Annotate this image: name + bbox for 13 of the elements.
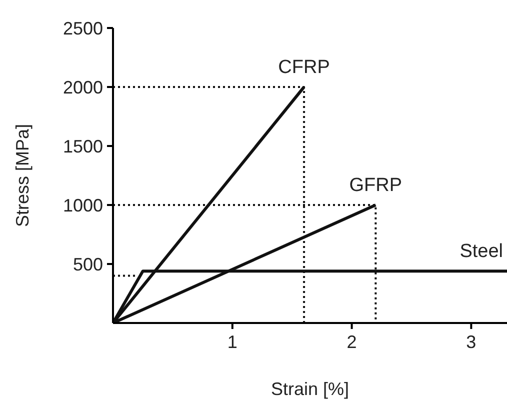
- y-tick-label: 2000: [62, 77, 103, 98]
- series-label: Steel: [460, 241, 503, 262]
- series-label: GFRP: [349, 175, 402, 196]
- y-axis-title: Stress [MPa]: [12, 124, 32, 228]
- x-tick-label: 2: [346, 332, 357, 352]
- x-tick-label: 3: [466, 332, 476, 352]
- y-tick-label: 2500: [62, 18, 103, 38]
- x-tick-label: 1: [227, 332, 238, 352]
- series-label: CFRP: [278, 57, 330, 78]
- y-tick-label: 1500: [62, 136, 103, 156]
- x-axis-title: Strain [%]: [270, 379, 350, 399]
- y-tick-label: 1000: [62, 195, 103, 216]
- y-tick-label: 500: [72, 254, 103, 274]
